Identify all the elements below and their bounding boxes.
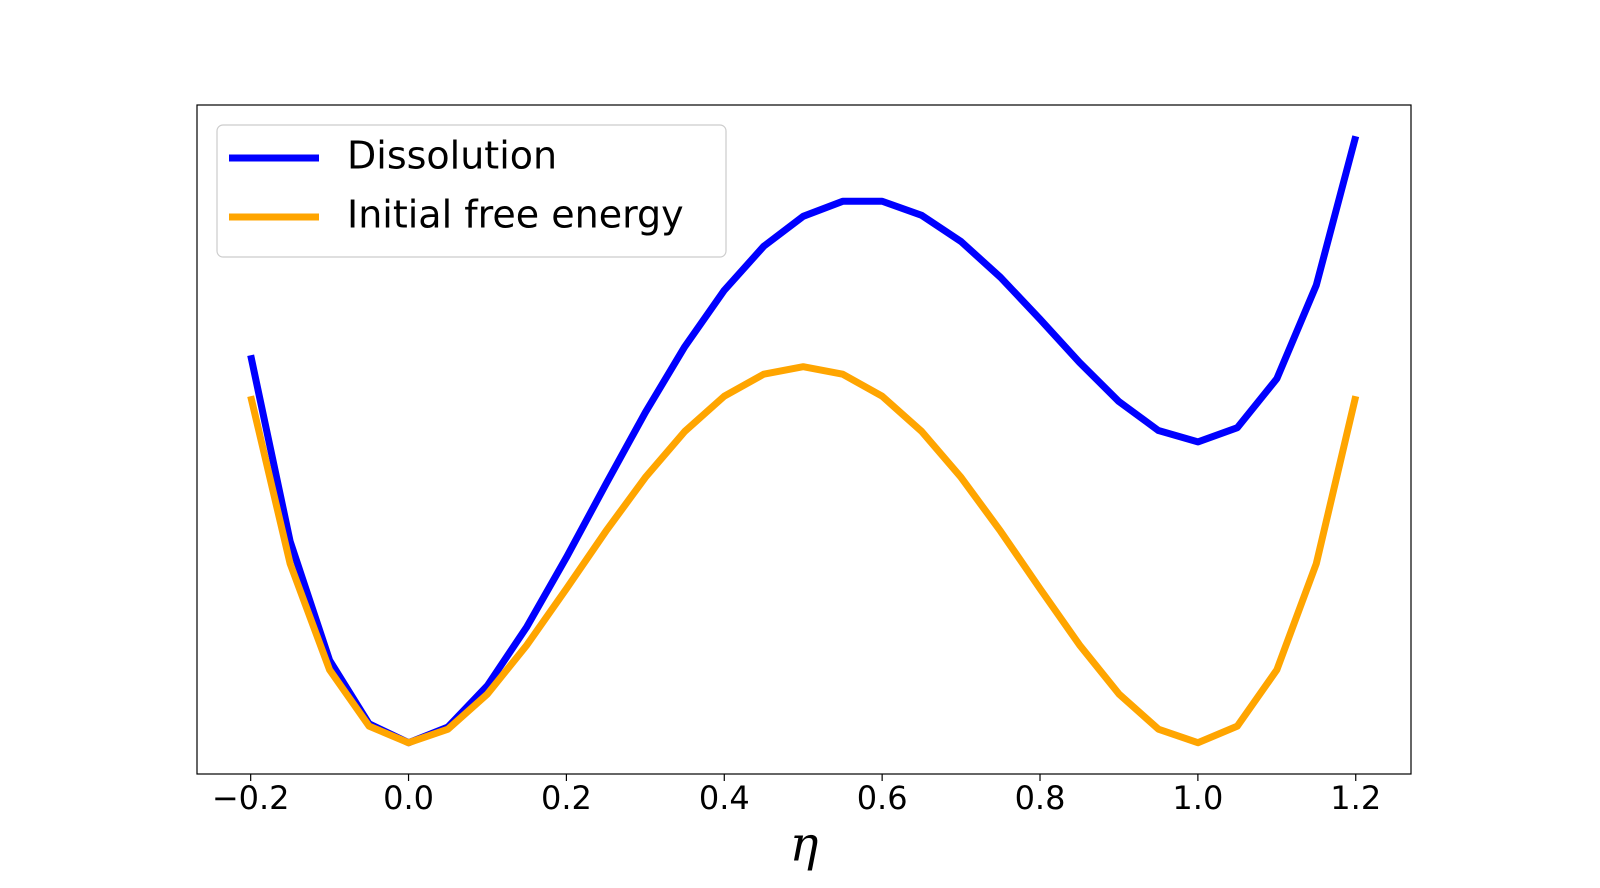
line-series bbox=[247, 363, 1360, 747]
x-tick-label: 0.8 bbox=[1015, 779, 1066, 817]
x-tick-label: 0.0 bbox=[383, 779, 434, 817]
x-tick-label: −0.2 bbox=[212, 779, 290, 817]
x-tick-label: 0.2 bbox=[541, 779, 592, 817]
x-tick-label: 1.2 bbox=[1330, 779, 1381, 817]
legend-label: Dissolution bbox=[347, 134, 557, 178]
x-axis-label: η bbox=[790, 817, 819, 873]
x-tick-label: 0.4 bbox=[699, 779, 750, 817]
x-tick-label: 1.0 bbox=[1172, 779, 1223, 817]
x-tick-label: 0.6 bbox=[857, 779, 908, 817]
legend-label: Initial free energy bbox=[347, 193, 684, 237]
plot-frame bbox=[196, 104, 1412, 775]
legend-box bbox=[216, 124, 727, 258]
